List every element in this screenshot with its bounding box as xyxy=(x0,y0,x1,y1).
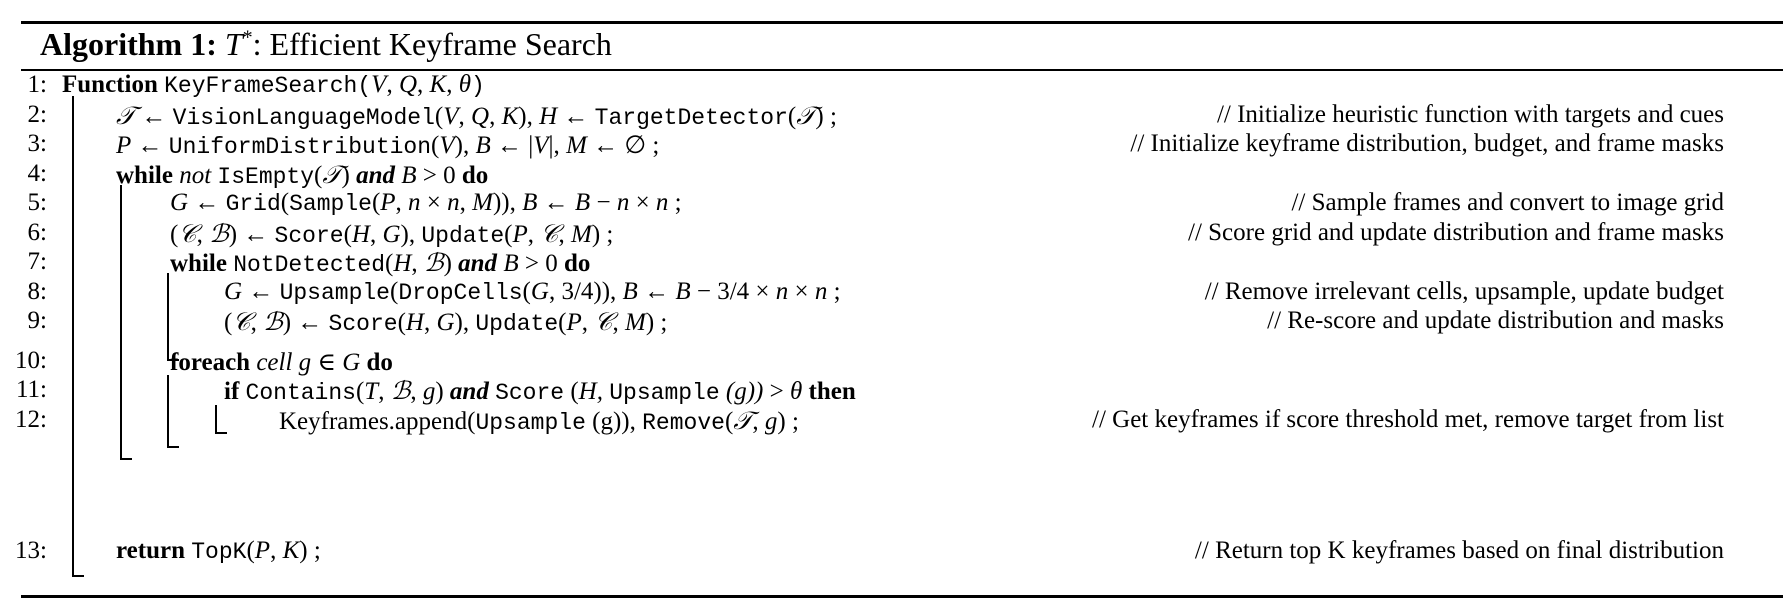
block-bar-while-inner xyxy=(167,273,169,360)
block-bar-if xyxy=(215,405,217,433)
line-comment: // Score grid and update distribution an… xyxy=(1188,219,1724,246)
line-code: if Contains(T, ℬ, g) and Score (H, Upsam… xyxy=(224,376,856,406)
algo-line-5: 5: G ← Grid(Sample(P, n × n, M)), B ← B … xyxy=(0,189,1792,219)
algorithm-title: Algorithm 1: T*: Efficient Keyframe Sear… xyxy=(40,26,612,63)
algorithm-title-text: : Efficient Keyframe Search xyxy=(252,26,612,62)
line-number: 8: xyxy=(27,278,47,305)
line-number: 5: xyxy=(27,189,47,216)
line-number: 12: xyxy=(15,406,47,433)
algo-line-4: 4: while not IsEmpty(𝒯) and B > 0 do xyxy=(0,160,1792,190)
line-comment: // Remove irrelevant cells, upsample, up… xyxy=(1204,278,1724,305)
line-code: while not IsEmpty(𝒯) and B > 0 do xyxy=(116,160,489,190)
algorithm-symbol-sup: * xyxy=(242,26,253,49)
line-number: 6: xyxy=(27,219,47,246)
algorithm-label: Algorithm 1: xyxy=(40,26,217,62)
line-number: 13: xyxy=(15,537,47,564)
block-bar-function xyxy=(72,96,74,576)
algo-line-1: 1: Function KeyFrameSearch(V, Q, K, θ) xyxy=(0,71,1792,101)
algo-line-9: 9: (𝒞, ℬ) ← Score(H, G), Update(P, 𝒞, M)… xyxy=(0,307,1792,337)
line-comment: // Initialize heuristic function with ta… xyxy=(1216,101,1724,128)
algo-line-7: 7: while NotDetected(H, ℬ) and B > 0 do xyxy=(0,248,1792,278)
line-number: 10: xyxy=(15,347,47,374)
line-number: 11: xyxy=(15,376,47,403)
line-comment: // Initialize keyframe distribution, bud… xyxy=(1130,130,1724,157)
line-code: while NotDetected(H, ℬ) and B > 0 do xyxy=(170,248,591,278)
block-end-if xyxy=(215,432,227,434)
algo-line-10: 10: foreach cell g ∈ G do xyxy=(0,347,1792,377)
line-code: P ← UniformDistribution(V), B ← |V|, M ←… xyxy=(116,132,660,160)
algorithm-symbol: T xyxy=(224,26,243,62)
algo-line-8: 8: G ← Upsample(DropCells(G, 3/4)), B ← … xyxy=(0,278,1792,308)
line-code: foreach cell g ∈ G do xyxy=(170,349,393,376)
header-rule xyxy=(21,69,1783,71)
algo-line-12: 12: Keyframes.append(Upsample (g)), Remo… xyxy=(0,406,1792,436)
block-bar-foreach xyxy=(167,375,169,447)
line-code: (𝒞, ℬ) ← Score(H, G), Update(P, 𝒞, M) ; xyxy=(170,219,614,249)
line-code: return TopK(P, K) ; xyxy=(116,537,321,565)
bottom-rule xyxy=(21,595,1783,598)
line-code: Keyframes.append(Upsample (g)), Remove(𝒯… xyxy=(279,406,799,436)
algo-line-13: 13: return TopK(P, K) ; // Return top K … xyxy=(0,537,1792,567)
line-number: 7: xyxy=(27,248,47,275)
block-end-while-outer xyxy=(120,458,132,460)
block-end-function xyxy=(72,575,84,577)
line-comment: // Sample frames and convert to image gr… xyxy=(1291,189,1724,216)
line-code: 𝒯 ← VisionLanguageModel(V, Q, K), H ← Ta… xyxy=(116,101,837,131)
algo-line-3: 3: P ← UniformDistribution(V), B ← |V|, … xyxy=(0,130,1792,160)
line-comment: // Return top K keyframes based on final… xyxy=(1194,537,1724,564)
top-rule xyxy=(21,21,1783,24)
block-end-while-inner xyxy=(167,359,179,361)
algo-line-6: 6: (𝒞, ℬ) ← Score(H, G), Update(P, 𝒞, M)… xyxy=(0,219,1792,249)
block-bar-while-outer xyxy=(120,185,122,459)
line-code: G ← Grid(Sample(P, n × n, M)), B ← B − n… xyxy=(170,189,682,217)
line-number: 3: xyxy=(27,130,47,157)
line-number: 4: xyxy=(27,160,47,187)
line-comment: // Re-score and update distribution and … xyxy=(1267,307,1724,334)
line-number: 9: xyxy=(27,307,47,334)
block-end-foreach xyxy=(167,446,179,448)
algo-line-11: 11: if Contains(T, ℬ, g) and Score (H, U… xyxy=(0,376,1792,406)
algo-line-2: 2: 𝒯 ← VisionLanguageModel(V, Q, K), H ←… xyxy=(0,101,1792,131)
line-comment: // Get keyframes if score threshold met,… xyxy=(1092,406,1724,433)
line-number: 2: xyxy=(27,101,47,128)
line-code: G ← Upsample(DropCells(G, 3/4)), B ← B −… xyxy=(224,278,841,306)
line-code: (𝒞, ℬ) ← Score(H, G), Update(P, 𝒞, M) ; xyxy=(224,307,668,337)
line-code: Function KeyFrameSearch(V, Q, K, θ) xyxy=(62,71,485,99)
line-number: 1: xyxy=(27,71,47,98)
